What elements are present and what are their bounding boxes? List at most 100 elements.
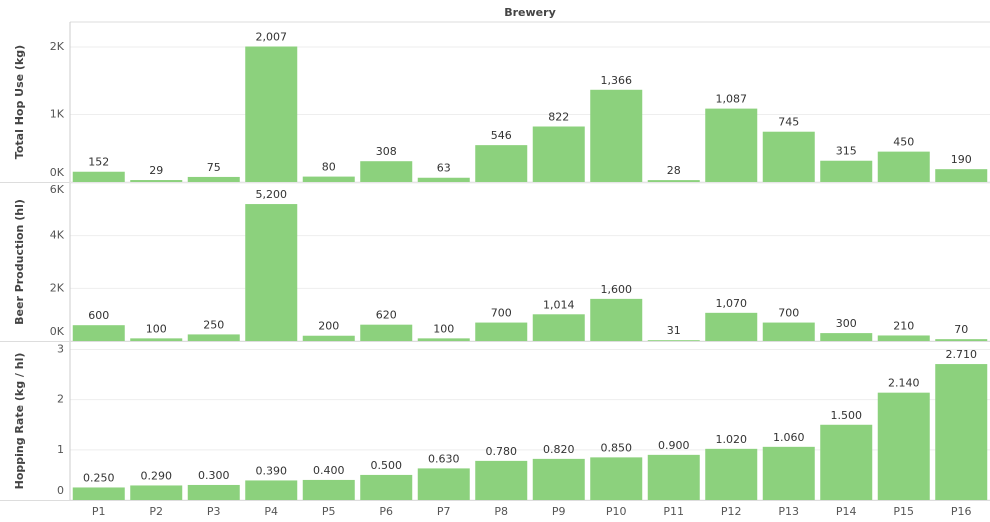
bar: [877, 392, 930, 500]
bar: [187, 484, 240, 500]
x-tick-label: P1: [92, 505, 106, 518]
value-label: 28: [667, 164, 681, 177]
x-tick-label: P11: [663, 505, 684, 518]
bar: [475, 322, 528, 341]
bar: [187, 176, 240, 182]
bar: [935, 339, 988, 341]
bar: [935, 364, 988, 500]
bar: [130, 338, 183, 341]
bar: [762, 446, 815, 500]
bar: [532, 126, 585, 182]
y-axis-title: Beer Production (hl): [13, 199, 26, 325]
value-label: 152: [88, 156, 109, 169]
bar: [762, 131, 815, 182]
bar: [820, 424, 873, 500]
x-tick-label: P12: [721, 505, 742, 518]
value-label: 0.850: [601, 441, 633, 454]
y-tick-label: 0K: [50, 325, 65, 338]
y-tick-label: 6K: [50, 183, 65, 196]
bar: [417, 338, 470, 341]
x-tick-label: P2: [149, 505, 163, 518]
value-label: 700: [778, 307, 799, 320]
y-tick-label: 0: [57, 484, 64, 497]
value-label: 70: [954, 323, 968, 336]
x-tick-label: P6: [379, 505, 393, 518]
x-tick-label: P16: [951, 505, 972, 518]
value-label: 308: [376, 145, 397, 158]
bar: [360, 474, 413, 500]
bar: [302, 479, 355, 500]
bar: [590, 89, 643, 182]
value-label: 700: [491, 307, 512, 320]
bar: [245, 46, 298, 182]
y-tick-label: 2: [57, 393, 64, 406]
x-tick-label: P5: [322, 505, 336, 518]
x-tick-label: P10: [606, 505, 627, 518]
x-tick-label: P3: [207, 505, 221, 518]
value-label: 315: [836, 145, 857, 158]
bar: [705, 108, 758, 182]
y-tick-label: 4K: [50, 229, 65, 242]
value-label: 546: [491, 129, 512, 142]
bar: [187, 334, 240, 341]
y-axis-title: Hopping Rate (kg / hl): [13, 353, 26, 490]
y-axis-title: Total Hop Use (kg): [13, 45, 26, 159]
bar: [417, 468, 470, 500]
value-label: 0.390: [256, 464, 288, 477]
value-label: 1,600: [601, 283, 633, 296]
value-label: 1,366: [601, 74, 633, 87]
value-label: 1,087: [716, 93, 748, 106]
value-label: 450: [893, 136, 914, 149]
value-label: 29: [149, 164, 163, 177]
value-label: 2,007: [256, 31, 288, 44]
value-label: 0.900: [658, 439, 690, 452]
y-tick-label: 2K: [50, 281, 65, 294]
y-tick-label: 2K: [50, 40, 65, 53]
value-label: 100: [146, 322, 167, 335]
value-label: 210: [893, 319, 914, 332]
y-tick-label: 0K: [50, 166, 65, 179]
column-header: Brewery: [504, 6, 556, 19]
value-label: 300: [836, 317, 857, 330]
bar: [417, 177, 470, 182]
bar: [647, 180, 700, 182]
x-tick-label: P7: [437, 505, 451, 518]
value-label: 1.060: [773, 431, 805, 444]
value-label: 75: [207, 161, 221, 174]
bar: [647, 454, 700, 500]
x-tick-label: P14: [836, 505, 857, 518]
bar: [590, 457, 643, 500]
x-tick-label: P13: [778, 505, 799, 518]
bar: [475, 145, 528, 182]
value-label: 745: [778, 116, 799, 129]
value-label: 0.820: [543, 443, 575, 456]
bar: [360, 161, 413, 182]
bar: [532, 314, 585, 341]
bar: [72, 487, 125, 500]
bar: [820, 333, 873, 341]
bar: [705, 448, 758, 500]
bar: [302, 335, 355, 341]
value-label: 63: [437, 162, 451, 175]
value-label: 0.630: [428, 452, 460, 465]
value-label: 600: [88, 309, 109, 322]
value-label: 2.710: [946, 348, 978, 361]
value-label: 250: [203, 318, 224, 331]
bar: [245, 480, 298, 500]
value-label: 0.290: [141, 469, 173, 482]
bar: [475, 460, 528, 500]
bar: [72, 171, 125, 182]
bar: [130, 485, 183, 500]
bar: [245, 204, 298, 341]
value-label: 822: [548, 111, 569, 124]
value-label: 0.780: [486, 445, 518, 458]
value-label: 200: [318, 320, 339, 333]
x-tick-label: P15: [893, 505, 914, 518]
bar: [877, 335, 930, 341]
bar: [532, 458, 585, 500]
value-label: 5,200: [256, 188, 288, 201]
bar: [820, 160, 873, 182]
y-tick-label: 1K: [50, 107, 65, 120]
bar: [72, 325, 125, 341]
